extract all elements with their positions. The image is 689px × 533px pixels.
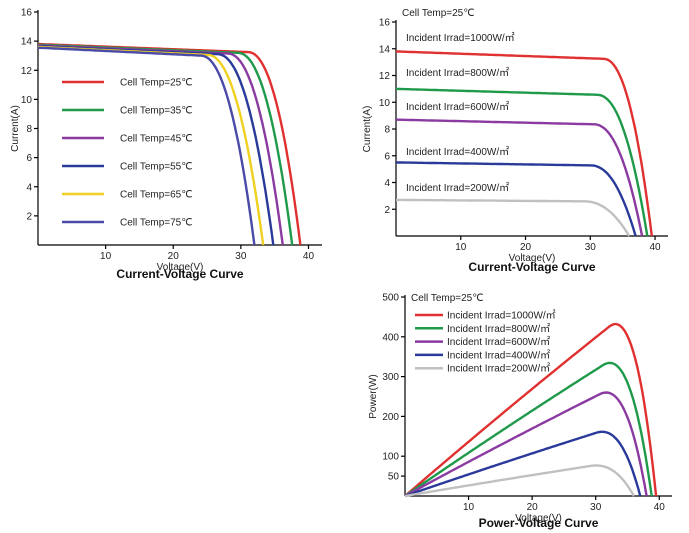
series-line-6: [37, 46, 256, 246]
series-line-4: [395, 161, 637, 237]
y-tick-label: 6: [384, 151, 390, 162]
legend-label: Incident Irrad=1000W/㎡: [447, 310, 556, 322]
y-tick-label: 100: [382, 452, 399, 463]
x-tick-label: 40: [654, 502, 666, 513]
y-tick-label: 200: [382, 412, 399, 423]
x-tick-label: 10: [463, 502, 475, 513]
x-tick-label: 30: [590, 502, 602, 513]
series-inline-label: Incident Irrad=800W/㎡: [406, 67, 509, 79]
series-line-5: [404, 464, 635, 498]
y-tick-label: 500: [382, 293, 399, 304]
series-line-1: [404, 322, 658, 497]
series-line-5: [396, 198, 631, 237]
series-line-3: [404, 391, 648, 498]
y-tick-label: 400: [382, 332, 399, 343]
chart-title: Power-Voltage Curve: [479, 516, 599, 530]
y-tick-label: 10: [379, 98, 391, 109]
legend-label: Incident Irrad=200W/㎡: [447, 363, 550, 375]
legend-label: Cell Temp=35℃: [120, 106, 192, 117]
x-tick-label: 30: [235, 251, 247, 262]
chart-subtitle: Cell Temp=25℃: [402, 8, 474, 19]
chart-subtitle: Cell Temp=25℃: [411, 293, 483, 304]
y-tick-label: 16: [379, 18, 391, 29]
x-tick-label: 30: [585, 242, 597, 253]
y-tick-label: 6: [26, 153, 32, 164]
x-tick-label: 10: [455, 242, 467, 253]
y-tick-label: 14: [379, 44, 391, 55]
chart-2: 10 20 30 40 2 4 6 8 10 12 14 16 Voltage(V) Current(A)…: [362, 8, 668, 274]
chart-title: Current-Voltage Curve: [116, 267, 243, 281]
series-line-2: [396, 87, 649, 237]
legend-label: Incident Irrad=600W/㎡: [447, 336, 550, 348]
legend-label: Cell Temp=25℃: [120, 78, 192, 89]
y-tick-label: 12: [379, 71, 391, 82]
x-axis-label: Voltage(V): [515, 513, 562, 524]
y-tick-label: 8: [26, 124, 32, 135]
legend-label: Cell Temp=55℃: [120, 162, 192, 173]
x-tick-label: 40: [649, 242, 661, 253]
chart-3: 10 20 30 4050100200300400500Voltage(V)Power…: [368, 293, 672, 530]
y-tick-label: 2: [384, 205, 390, 216]
x-tick-label: 20: [527, 502, 539, 513]
series-inline-label: Incident Irrad=400W/㎡: [406, 146, 509, 158]
series-inline-label: Incident Irrad=600W/㎡: [406, 101, 509, 113]
x-axis-label: Voltage(V): [157, 262, 204, 273]
legend-label: Cell Temp=65℃: [120, 190, 192, 201]
series-line-4: [404, 430, 642, 498]
series-line-2: [37, 43, 294, 246]
series-line-1: [395, 50, 653, 237]
y-axis-label: Current(A): [10, 105, 21, 152]
x-tick-label: 10: [100, 251, 112, 262]
series-inline-label: Incident Irrad=1000W/㎡: [406, 32, 515, 44]
y-tick-label: 50: [388, 472, 400, 483]
series-inline-label: Incident Irrad=200W/㎡: [406, 182, 509, 194]
x-tick-label: 20: [168, 251, 180, 262]
legend-label: Cell Temp=45℃: [120, 134, 192, 145]
series-line-2: [404, 361, 653, 497]
y-tick-label: 300: [382, 372, 399, 383]
y-tick-label: 12: [21, 66, 33, 77]
y-tick-label: 4: [26, 182, 32, 193]
series-line-3: [395, 118, 644, 237]
y-tick-label: 8: [384, 125, 390, 136]
x-tick-label: 40: [303, 251, 315, 262]
y-tick-label: 10: [21, 95, 33, 106]
legend-label: Cell Temp=75℃: [120, 218, 192, 229]
legend-label: Incident Irrad=400W/㎡: [447, 349, 550, 361]
y-tick-label: 16: [21, 8, 33, 19]
y-tick-label: 14: [21, 37, 33, 48]
series-line-1: [37, 42, 302, 246]
x-axis-label: Voltage(V): [509, 253, 556, 264]
chart-1: 10 20 30 40 2 4 6 8 10 12 14 16 Voltage(V) Current(A)…: [10, 8, 322, 281]
chart-title: Current-Voltage Curve: [468, 260, 595, 274]
y-tick-label: 2: [26, 211, 32, 222]
y-axis-label: Power(W): [368, 374, 379, 418]
x-tick-label: 20: [520, 242, 532, 253]
legend-label: Incident Irrad=800W/㎡: [447, 323, 550, 335]
y-tick-label: 4: [384, 178, 390, 189]
y-axis-label: Current(A): [362, 106, 373, 153]
